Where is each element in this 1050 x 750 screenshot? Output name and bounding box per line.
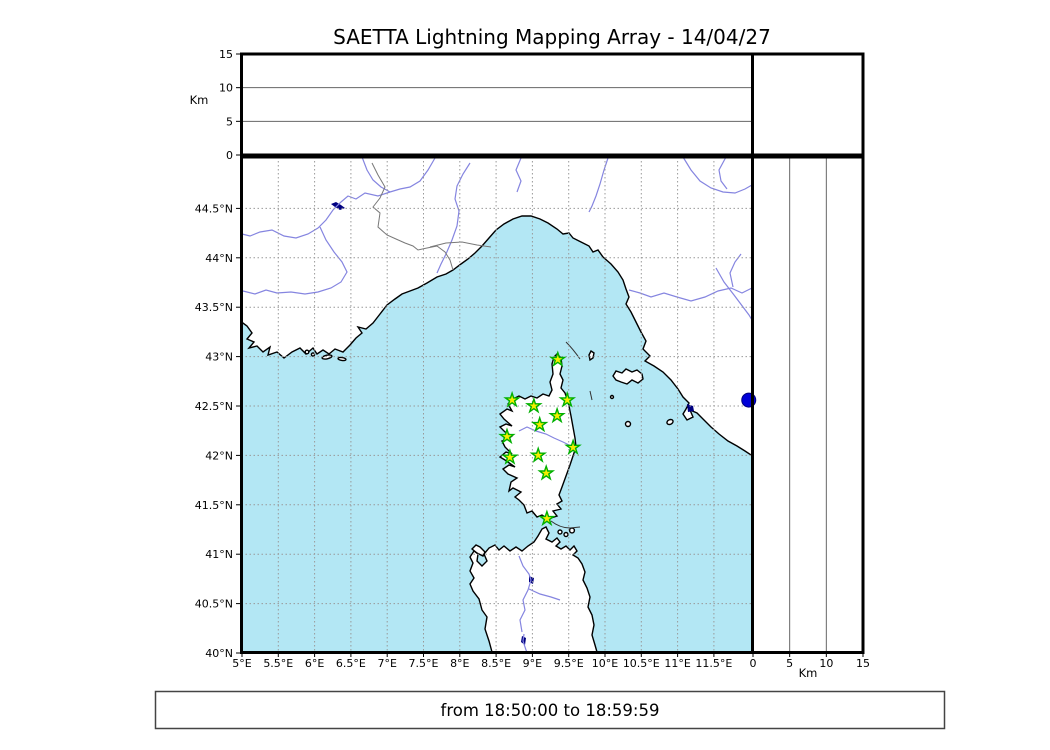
panel-frames bbox=[240, 52, 865, 654]
lon-tick-label: 6.5°E bbox=[336, 657, 366, 670]
river-coghinas-branch bbox=[528, 588, 561, 601]
altitude-panel-gridlines bbox=[243, 87, 827, 651]
alt-top-tick-label: 0 bbox=[226, 149, 233, 162]
islet-toulon-1 bbox=[304, 349, 310, 355]
river-golo bbox=[518, 426, 574, 448]
lon-tick-label: 10.5°E bbox=[623, 657, 660, 670]
islet-pianosa bbox=[609, 394, 615, 400]
sea-contour-arc-2 bbox=[589, 390, 593, 401]
river-tiber bbox=[715, 267, 753, 321]
station-star bbox=[529, 446, 548, 463]
lon-tick-label: 9.5°E bbox=[554, 657, 584, 670]
lat-tick-label: 43.5°N bbox=[195, 301, 233, 314]
station-star bbox=[558, 390, 577, 408]
river-trebbia bbox=[588, 157, 609, 213]
altitude-panel-side bbox=[751, 155, 865, 654]
alt-top-tick-label: 5 bbox=[226, 115, 233, 128]
lat-tick-label: 42°N bbox=[205, 449, 233, 462]
lat-tick-label: 41.5°N bbox=[195, 499, 233, 512]
lon-tick-label: 5.5°E bbox=[263, 657, 293, 670]
alt-side-tick-label: 15 bbox=[856, 657, 870, 670]
islet-maddalena-2 bbox=[563, 531, 569, 538]
river-po-east bbox=[682, 156, 753, 194]
river-minor-north bbox=[515, 157, 522, 193]
lat-tick-label: 44°N bbox=[205, 252, 233, 265]
islet-hyeres-2 bbox=[337, 356, 347, 362]
station-group bbox=[498, 350, 582, 527]
station-star bbox=[498, 427, 516, 445]
sea-contour-arc-1 bbox=[565, 341, 581, 360]
altitude-axis-label-top: Km bbox=[190, 93, 209, 107]
time-range-box: from 18:50:00 to 18:59:59 bbox=[154, 690, 946, 730]
lon-tick-label: 6°E bbox=[305, 657, 324, 670]
graticule-grid bbox=[241, 157, 753, 653]
lon-tick-label: 7.5°E bbox=[409, 657, 439, 670]
alt-side-tick-label: 0 bbox=[750, 657, 757, 670]
lagoon-orbetello bbox=[687, 404, 694, 412]
station-star bbox=[549, 350, 567, 367]
islet-giglio bbox=[666, 418, 674, 426]
river-group bbox=[241, 156, 753, 653]
islet-maddalena-1 bbox=[557, 529, 563, 535]
page-title: SAETTA Lightning Mapping Array - 14/04/2… bbox=[333, 25, 771, 49]
islet-montecristo bbox=[624, 420, 632, 428]
axis-ticks bbox=[236, 53, 864, 657]
lon-tick-label: 9°E bbox=[523, 657, 542, 670]
lon-tick-label: 11.5°E bbox=[695, 657, 732, 670]
altitude-axis-label-side: Km bbox=[799, 666, 818, 680]
border-group bbox=[371, 162, 492, 271]
coastline-capraia bbox=[588, 349, 595, 362]
axis-tick-labels: 5°E 5.5°E 6°E 6.5°E 7°E 7.5°E 8°E 8.5°E 9°E 9.5°E… bbox=[195, 48, 870, 670]
alt-top-tick-label: 10 bbox=[219, 82, 233, 95]
sea-contour-arc-3 bbox=[550, 520, 581, 529]
river-arno bbox=[628, 287, 753, 302]
corner-panel bbox=[751, 52, 865, 157]
river-var bbox=[436, 162, 471, 274]
coastline-asinara bbox=[470, 544, 486, 557]
station-star bbox=[530, 415, 549, 433]
station-star bbox=[525, 396, 543, 414]
lat-tick-label: 44.5°N bbox=[195, 202, 233, 215]
lon-tick-label: 8°E bbox=[450, 657, 469, 670]
lat-tick-label: 40°N bbox=[205, 647, 233, 660]
landmass-group bbox=[240, 156, 754, 653]
lon-tick-label: 7°E bbox=[377, 657, 396, 670]
station-star bbox=[501, 448, 519, 465]
lat-tick-label: 40.5°N bbox=[195, 598, 233, 611]
river-durance-east bbox=[389, 157, 436, 193]
lat-tick-label: 41°N bbox=[205, 548, 233, 561]
river-po-branch bbox=[718, 156, 728, 190]
alt-top-tick-label: 15 bbox=[219, 48, 233, 61]
station-star bbox=[564, 438, 582, 456]
altitude-panel-top bbox=[240, 52, 754, 157]
lat-tick-label: 42.5°N bbox=[195, 400, 233, 413]
lon-tick-label: 11°E bbox=[664, 657, 690, 670]
station-star bbox=[548, 406, 566, 424]
time-range-text: from 18:50:00 to 18:59:59 bbox=[441, 701, 660, 720]
river-verdon bbox=[242, 226, 348, 295]
coastline-elba bbox=[612, 368, 644, 385]
river-durance bbox=[241, 191, 391, 239]
station-star bbox=[503, 390, 521, 408]
time-range-border bbox=[154, 690, 946, 730]
islet-maddalena-3 bbox=[568, 527, 576, 534]
river-coghinas bbox=[518, 555, 532, 633]
station-star bbox=[537, 463, 556, 481]
border-france-italy bbox=[371, 162, 454, 271]
contour-arc-group bbox=[550, 341, 593, 529]
map-panel bbox=[240, 156, 754, 653]
lat-tick-label: 43°N bbox=[205, 351, 233, 364]
lon-tick-label: 8.5°E bbox=[481, 657, 511, 670]
lon-tick-label: 10°E bbox=[592, 657, 618, 670]
alt-side-tick-label: 5 bbox=[786, 657, 793, 670]
coastline-sardinia bbox=[469, 526, 598, 653]
lon-tick-label: 5°E bbox=[232, 657, 251, 670]
alt-side-tick-label: 10 bbox=[819, 657, 833, 670]
border-regional bbox=[429, 241, 492, 248]
station-star bbox=[538, 509, 556, 527]
